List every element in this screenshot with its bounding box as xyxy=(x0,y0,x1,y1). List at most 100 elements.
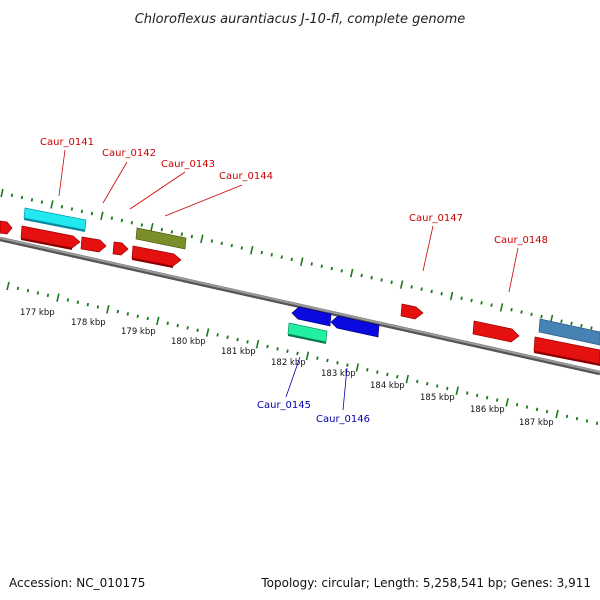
gene-feature[interactable] xyxy=(400,303,424,320)
minor-tick xyxy=(230,243,234,248)
minor-tick xyxy=(116,309,120,314)
scale-label: 178 kbp xyxy=(71,318,106,328)
minor-tick xyxy=(436,384,439,388)
minor-tick xyxy=(380,278,383,282)
major-tick xyxy=(499,303,504,312)
major-tick xyxy=(305,351,310,361)
minor-tick xyxy=(376,370,379,374)
major-tick xyxy=(405,374,409,384)
minor-tick xyxy=(140,223,144,227)
minor-tick xyxy=(120,218,124,223)
minor-tick xyxy=(196,328,199,332)
major-tick xyxy=(156,316,160,326)
genome-backbone-highlight xyxy=(0,237,600,373)
minor-tick xyxy=(60,205,64,209)
minor-tick xyxy=(86,302,90,307)
minor-tick xyxy=(366,368,369,372)
label-leader xyxy=(129,171,186,210)
minor-tick xyxy=(446,386,449,391)
minor-tick xyxy=(276,347,279,351)
gene-feature[interactable] xyxy=(0,220,13,235)
gene-feature-shadow xyxy=(21,238,72,250)
gene-feature-shadow xyxy=(534,351,600,366)
major-tick xyxy=(455,386,459,395)
scale-label: 183 kbp xyxy=(321,369,356,379)
minor-tick xyxy=(286,349,289,353)
gene-feature[interactable] xyxy=(533,336,600,365)
reverse-gene-labels: Caur_0145 Caur_0146 xyxy=(257,400,370,425)
minor-tick xyxy=(40,200,44,204)
minor-tick xyxy=(76,300,80,304)
map-title: Chloroflexus aurantiacus J-10-fl, comple… xyxy=(135,12,466,27)
gene-feature[interactable] xyxy=(80,236,107,253)
gene-label-caur-0141[interactable]: Caur_0141 xyxy=(40,137,94,148)
minor-tick xyxy=(390,280,393,284)
minor-tick xyxy=(480,301,483,305)
major-tick xyxy=(6,281,10,291)
minor-tick xyxy=(520,310,523,314)
minor-tick xyxy=(236,337,239,342)
major-tick xyxy=(399,280,404,289)
label-leader xyxy=(508,247,519,293)
minor-tick xyxy=(130,221,134,225)
gene-feature[interactable] xyxy=(135,227,187,250)
major-tick xyxy=(100,211,104,221)
gene-label-caur-0144[interactable]: Caur_0144 xyxy=(219,171,273,182)
scale-label: 177 kbp xyxy=(20,308,55,318)
minor-tick xyxy=(246,340,249,344)
gene-label-caur-0148[interactable]: Caur_0148 xyxy=(494,235,548,246)
gene-label-caur-0147[interactable]: Caur_0147 xyxy=(409,213,463,224)
gene-feature[interactable] xyxy=(112,241,129,256)
minor-tick xyxy=(565,414,569,419)
forward-genes xyxy=(0,207,600,366)
minor-tick xyxy=(465,391,469,395)
minor-tick xyxy=(475,393,479,398)
minor-tick xyxy=(16,286,20,291)
major-tick xyxy=(200,234,204,244)
minor-tick xyxy=(575,416,579,421)
minor-tick xyxy=(416,379,419,384)
minor-tick xyxy=(426,382,429,386)
minor-tick xyxy=(266,344,269,349)
gene-label-caur-0145[interactable]: Caur_0145 xyxy=(257,400,311,411)
minor-tick xyxy=(545,409,549,414)
minor-tick xyxy=(66,298,70,302)
minor-tick xyxy=(216,333,219,337)
minor-tick xyxy=(280,255,283,259)
major-tick xyxy=(0,188,4,198)
minor-tick xyxy=(90,211,94,216)
minor-tick xyxy=(530,312,533,317)
gene-feature[interactable] xyxy=(472,320,520,343)
minor-tick xyxy=(170,230,174,234)
scale-label: 180 kbp xyxy=(171,337,206,347)
minor-tick xyxy=(136,314,139,318)
minor-tick xyxy=(470,298,473,303)
major-tick xyxy=(250,245,254,255)
gene-label-caur-0143[interactable]: Caur_0143 xyxy=(161,159,215,170)
minor-tick xyxy=(410,285,413,289)
minor-tick xyxy=(310,262,313,266)
minor-tick xyxy=(590,326,593,330)
inner-tick-track xyxy=(6,281,599,425)
minor-tick xyxy=(226,335,229,340)
gene-label-caur-0142[interactable]: Caur_0142 xyxy=(102,148,156,159)
gene-feature-shadow xyxy=(288,334,326,344)
minor-tick xyxy=(370,275,373,280)
gene-feature[interactable] xyxy=(131,245,182,267)
minor-tick xyxy=(525,405,529,409)
major-tick xyxy=(255,339,260,349)
minor-tick xyxy=(290,257,293,262)
gene-feature[interactable] xyxy=(538,318,600,346)
minor-tick xyxy=(360,273,363,278)
minor-tick xyxy=(30,198,34,202)
gene-feature[interactable] xyxy=(291,306,332,327)
minor-tick xyxy=(46,293,50,298)
label-leader xyxy=(422,225,434,272)
gene-feature[interactable] xyxy=(20,225,81,249)
gene-label-caur-0146[interactable]: Caur_0146 xyxy=(316,414,370,425)
gene-feature[interactable] xyxy=(330,315,380,338)
scale-label: 185 kbp xyxy=(420,393,455,403)
minor-tick xyxy=(70,207,74,211)
